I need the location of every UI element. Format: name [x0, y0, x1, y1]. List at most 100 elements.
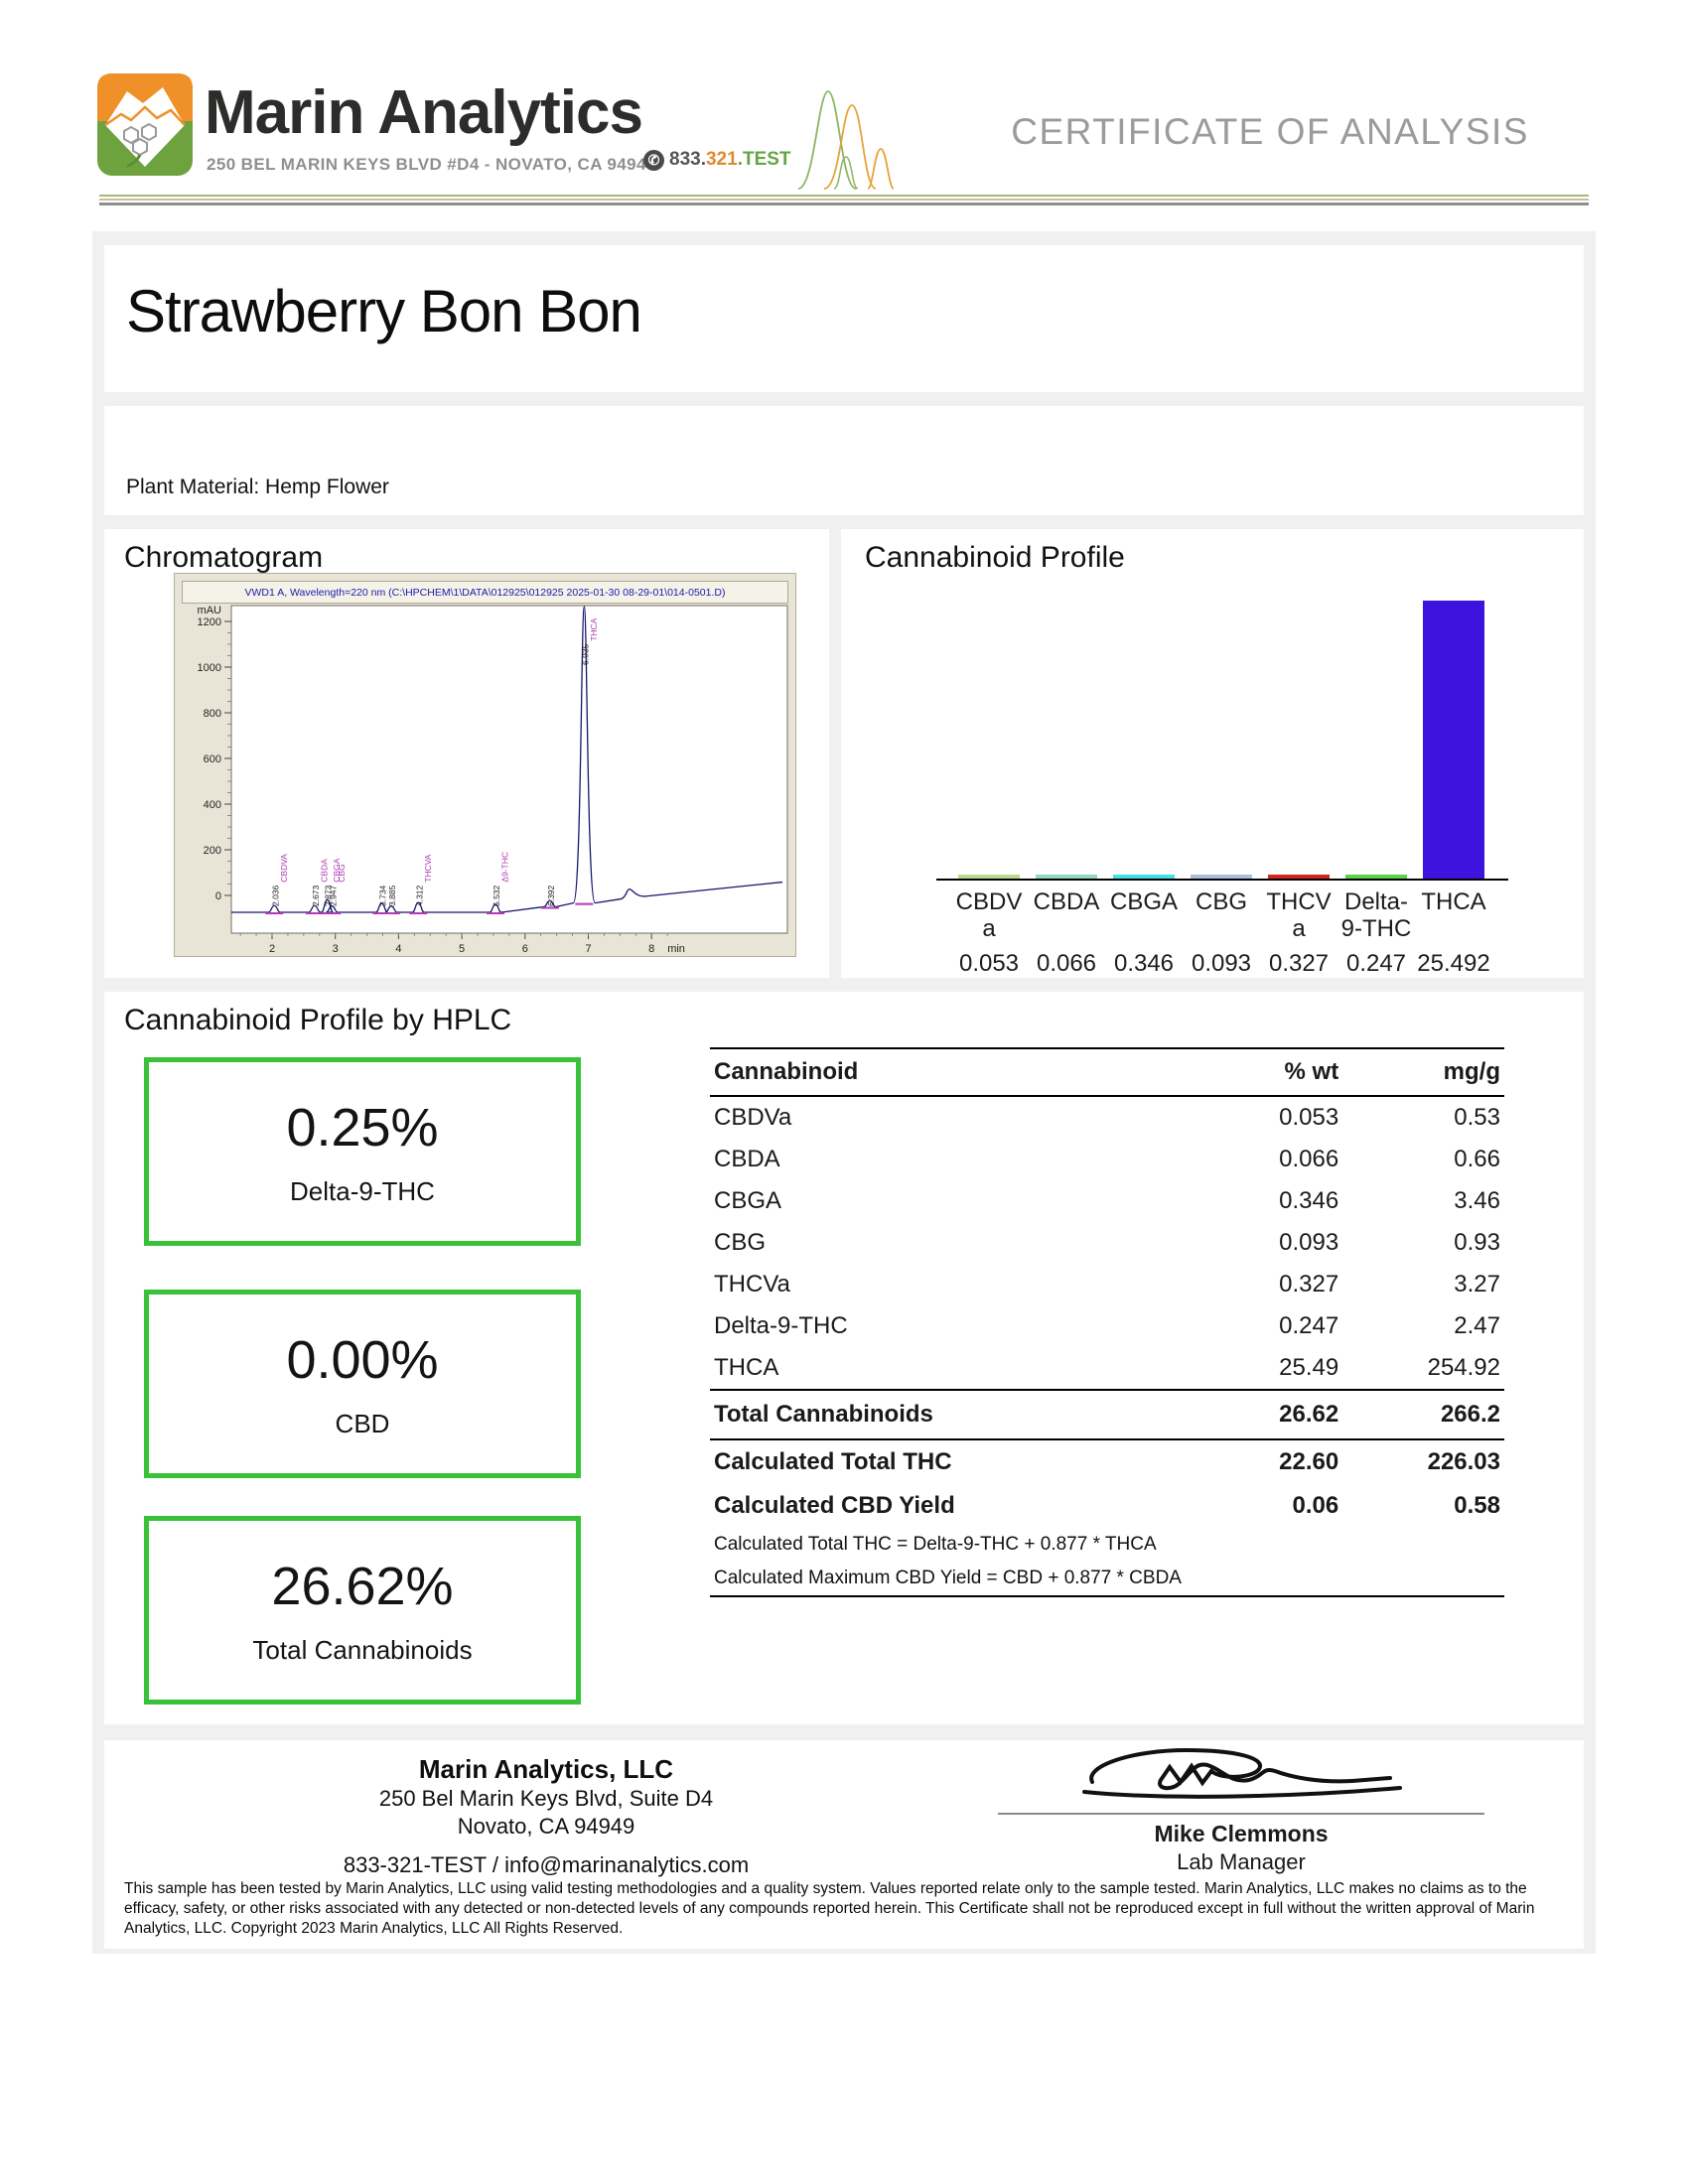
svg-text:2.673CBDA: 2.673CBDA [311, 859, 330, 906]
bar-label-CBDA: CBDA [1033, 888, 1100, 915]
lab-address-line2: Novato, CA 94949 [457, 1814, 635, 1839]
profile-heading: Cannabinoid Profile [865, 541, 1125, 574]
summary-label: CBD [335, 1408, 390, 1438]
cell-analyte: THCA [714, 1354, 779, 1381]
cell-pct-wt: 0.346 [1279, 1187, 1339, 1214]
cell-analyte: Delta-9-THC [714, 1312, 848, 1339]
col-header-cannabinoid: Cannabinoid [710, 1047, 1208, 1097]
hplc-heading: Cannabinoid Profile by HPLC [124, 1004, 512, 1036]
bar-CBDA [1036, 875, 1097, 879]
svg-text:6.935THCA: 6.935THCA [580, 617, 599, 665]
svg-text:4: 4 [395, 943, 401, 953]
svg-text:400: 400 [204, 799, 221, 811]
signer-name: Mike Clemmons [1154, 1821, 1329, 1846]
cell-mg-g: 254.92 [1427, 1354, 1500, 1381]
cell-pct-wt: 26.62 [1207, 1389, 1343, 1440]
cell-mg-g: 0.58 [1454, 1492, 1500, 1519]
phone-part-1: 833. [669, 149, 706, 170]
bar-label-Delta-9-THC: Delta- 9-THC [1340, 888, 1412, 942]
svg-text:1000: 1000 [198, 662, 221, 674]
sample-name-card: Strawberry Bon Bon [104, 245, 1584, 392]
bar-CBDVa [958, 875, 1020, 879]
signature-block: Mike Clemmons Lab Manager [998, 1740, 1484, 1875]
cell-pct-wt: 22.60 [1279, 1448, 1339, 1475]
bar-value-CBGA: 0.346 [1113, 950, 1175, 977]
cell-pct-wt: 0.093 [1279, 1229, 1339, 1256]
chromatogram-peaks-icon [794, 62, 904, 196]
cell-mg-g: 3.46 [1454, 1187, 1500, 1214]
cell-mg-g: 0.53 [1454, 1104, 1500, 1131]
lab-address-line1: 250 Bel Marin Keys Blvd, Suite D4 [378, 1786, 714, 1811]
table-row: CBDVa 0.053 0.53 [710, 1096, 1504, 1139]
calculated-row: Calculated Total THC 22.60 226.03 [710, 1439, 1504, 1484]
table-header-row: Cannabinoid % wt mg/g [710, 1047, 1504, 1097]
cell-mg-g: 226.03 [1427, 1448, 1500, 1475]
svg-text:5.532Δ9-THC: 5.532Δ9-THC [492, 852, 510, 906]
bar-CBG [1191, 875, 1252, 879]
cell-analyte: THCVa [714, 1271, 790, 1297]
bar-chart-category-labels: CBDV a CBDA CBGA CBG THCV a Delta- 9-THC THCA [936, 888, 1508, 944]
cell-pct-wt: 0.066 [1279, 1146, 1339, 1172]
bar-column-THCA [1415, 601, 1492, 879]
svg-text:5: 5 [459, 943, 465, 953]
bar-value-THCVa: 0.327 [1268, 950, 1330, 977]
table-row: CBDA 0.066 0.66 [710, 1139, 1504, 1180]
header-separator-green [99, 195, 1589, 197]
cell-mg-g: 0.66 [1454, 1146, 1500, 1172]
lab-contact-line: 833-321-TEST / info@marinanalytics.com [343, 1852, 750, 1877]
calculated-row: Calculated CBD Yield 0.06 0.58 [710, 1484, 1504, 1528]
bar-label-CBDVa: CBDV a [955, 888, 1023, 942]
bar-Delta-9-THC [1345, 875, 1407, 879]
summary-value: 0.00% [286, 1329, 439, 1390]
cell-mg-g: 2.47 [1454, 1312, 1500, 1339]
bar-label-CBG: CBG [1195, 888, 1247, 915]
company-logo-icon [97, 73, 193, 181]
summary-value: 26.62% [271, 1556, 454, 1616]
signature-icon [1082, 1747, 1402, 1799]
plant-material-card: Plant Material: Hemp Flower [104, 406, 1584, 515]
bar-chart-bars [936, 599, 1508, 881]
svg-text:mAU: mAU [198, 605, 222, 616]
svg-text:1200: 1200 [198, 616, 221, 628]
cell-pct-wt: 0.327 [1279, 1271, 1339, 1297]
signer-title: Lab Manager [1177, 1849, 1306, 1874]
table-row: CBGA 0.346 3.46 [710, 1180, 1504, 1222]
total-cannabinoids-row: Total Cannabinoids 26.62 266.2 [710, 1389, 1504, 1440]
bar-column-THCVa [1260, 875, 1337, 879]
cell-analyte: Total Cannabinoids [710, 1389, 1208, 1440]
svg-text:2: 2 [269, 943, 275, 953]
svg-text:0: 0 [215, 890, 221, 902]
bar-column-CBGA [1105, 875, 1183, 879]
svg-text:4.312THCVA: 4.312THCVA [414, 854, 433, 906]
signature-rule [998, 1740, 1484, 1815]
col-header-pct-wt: % wt [1207, 1047, 1343, 1097]
cell-mg-g: 3.27 [1454, 1271, 1500, 1297]
disclaimer-text: This sample has been tested by Marin Ana… [124, 1880, 1535, 1937]
table-row: Delta-9-THC 0.247 2.47 [710, 1305, 1504, 1347]
bar-column-CBG [1183, 875, 1260, 879]
summary-box-total-cannabinoids: 26.62% Total Cannabinoids [144, 1516, 581, 1705]
report-body-panel: Strawberry Bon Bon Plant Material: Hemp … [92, 231, 1596, 1954]
table-row: CBG 0.093 0.93 [710, 1222, 1504, 1264]
cannabinoid-bar-chart: CBDV a CBDA CBGA CBG THCV a Delta- 9-THC THCA 0.0… [936, 599, 1508, 978]
chromatogram-title-text: VWD1 A, Wavelength=220 nm (C:\HPCHEM\1\D… [244, 586, 726, 599]
brand-address: 250 BEL MARIN KEYS BLVD #D4 - NOVATO, CA… [207, 155, 656, 174]
sample-name: Strawberry Bon Bon [126, 278, 642, 344]
brand-phone: ✆ 833.321.TEST [643, 149, 791, 171]
bar-value-CBDA: 0.066 [1036, 950, 1097, 977]
cell-pct-wt: 0.053 [1279, 1104, 1339, 1131]
col-header-mg-g: mg/g [1342, 1047, 1504, 1097]
svg-text:800: 800 [204, 708, 221, 720]
bar-chart-value-labels: 0.053 0.066 0.346 0.093 0.327 0.247 25.492 [936, 950, 1508, 978]
svg-text:3.734: 3.734 [377, 885, 387, 906]
svg-text:8: 8 [648, 943, 654, 953]
cell-analyte: CBDA [714, 1146, 780, 1172]
bar-column-CBDA [1028, 875, 1105, 879]
chromatogram-plot: VWD1 A, Wavelength=220 nm (C:\HPCHEM\1\D… [174, 573, 796, 957]
lab-company-name: Marin Analytics, LLC [418, 1754, 674, 1784]
brand-name: Marin Analytics [205, 78, 643, 147]
hplc-results-table: Cannabinoid % wt mg/g CBDVa 0.053 0.53 CBDA… [710, 1047, 1504, 1597]
bar-column-Delta-9-THC [1337, 875, 1415, 879]
summary-label: Delta-9-THC [290, 1175, 435, 1206]
